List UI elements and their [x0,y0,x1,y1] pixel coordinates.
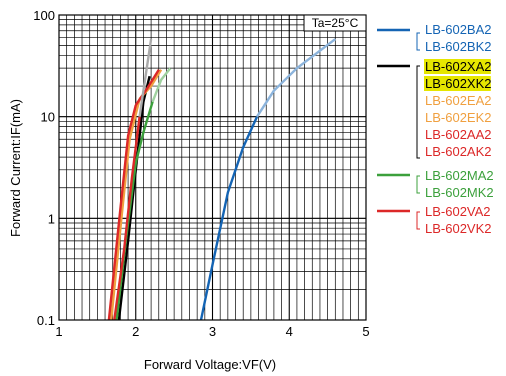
series-line-5-upper [151,67,172,103]
series-curves [107,38,337,321]
y-tick-label: 100 [33,8,55,23]
annotation-box [303,14,367,32]
legend-highlight [424,59,491,74]
y-tick-label: 1 [48,211,55,226]
series-line-1-upper [255,38,337,118]
legend-label: LB-602BA2 [425,22,492,37]
plot-grid [59,15,366,320]
legend-label: LB-602BK2 [425,39,492,54]
legend-label: LB-602VK2 [425,221,492,236]
legend-label: LB-602XK2 [425,76,492,91]
y-tick-label: 10 [41,110,55,125]
legend-label: LB-602MK2 [425,185,494,200]
x-tick-label: 3 [209,324,216,339]
x-axis-label: Forward Voltage:VF(V) [144,357,276,372]
legend-label: LB-602AA2 [425,127,492,142]
y-axis-label: Forward Current:IF(mA) [8,99,23,237]
legend-label: LB-602MA2 [425,168,494,183]
temperature-annotation: Ta=25°C [312,16,359,30]
legend-bracket [416,32,420,51]
legend-label: LB-602EA2 [425,93,492,108]
legend-bracket [416,211,420,230]
legend: LB-602BA2 LB-602BK2 LB-602XA2 LB-602XK2 LB-6… [377,22,494,236]
x-tick-label: 5 [362,324,369,339]
legend-label: LB-602EK2 [425,110,492,125]
y-tick-label: 0.1 [37,313,55,328]
x-tick-label: 1 [55,324,62,339]
series-line-2 [117,101,145,321]
series-line-3 [110,98,141,321]
plot-frame [58,14,367,321]
series-line-6-upper [138,38,153,117]
x-tick-label: 2 [132,324,139,339]
series-line-4 [107,104,137,321]
legend-label: LB-602VA2 [425,204,491,219]
legend-bracket [416,175,420,194]
x-tick-label: 4 [286,324,293,339]
series-line-1 [199,116,259,321]
legend-label: LB-602AK2 [425,144,492,159]
legend-label: LB-602XA2 [425,59,492,74]
series-line-4-upper [134,69,160,106]
series-line-6 [113,116,141,321]
legend-highlight [424,76,491,91]
legend-bracket [416,65,420,159]
